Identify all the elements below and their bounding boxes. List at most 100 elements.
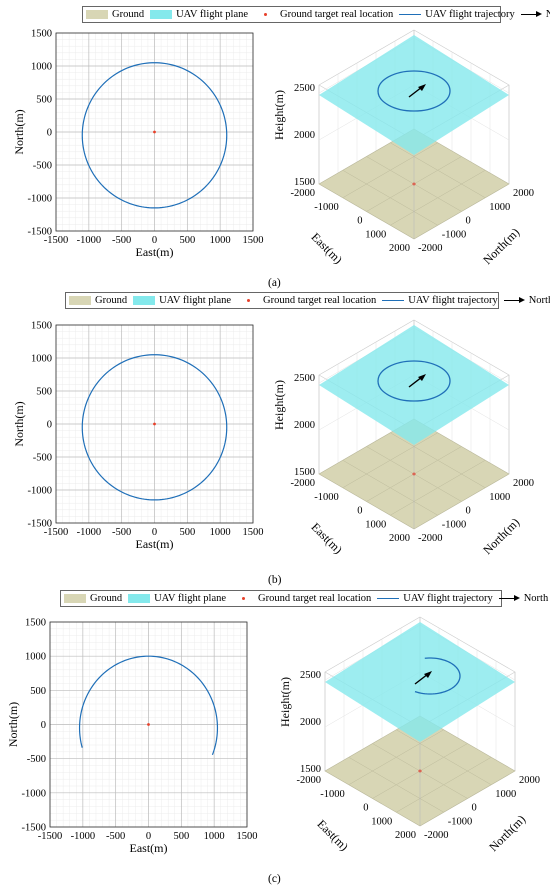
x-tick-label: -1000	[314, 492, 339, 503]
target-point	[147, 723, 150, 726]
legend-item-ground: Ground	[69, 295, 127, 306]
ground-gridline	[348, 729, 444, 785]
y-axis-label: North(m)	[480, 225, 522, 267]
z-tick-label: 1500	[294, 177, 315, 188]
legend-c: Ground UAV flight plane Ground target re…	[60, 590, 548, 607]
z-tick-label: 1500	[300, 764, 321, 775]
ground-swatch	[69, 296, 91, 305]
caption-a: (a)	[268, 277, 281, 289]
legend-label: UAV flight plane	[176, 9, 249, 20]
plot-3d: 250020001500Height(m)-2000-1000010002000…	[272, 319, 534, 557]
y-axis-label: North(m)	[12, 401, 26, 446]
z-axis-label: Height(m)	[272, 90, 286, 140]
x-tick-label: 1500	[243, 235, 264, 246]
trajectory-series	[81, 354, 228, 501]
y-tick-label: -500	[27, 754, 46, 765]
north-arrow-head	[418, 84, 426, 91]
trajectory-swatch	[377, 598, 400, 599]
trajectory-swatch	[382, 300, 405, 301]
y-axis-label: North(m)	[12, 109, 26, 154]
x-axis-label: East(m)	[308, 520, 345, 557]
y-tick-label: -2000	[424, 830, 449, 841]
y-tick-label: -1000	[442, 229, 467, 240]
ground-gridline	[342, 432, 438, 488]
x-tick-label: 0	[357, 506, 362, 517]
legend-label: UAV flight trajectory	[425, 9, 515, 20]
y-tick-label: 0	[466, 216, 471, 227]
legend-item-target: Ground target real location	[237, 295, 376, 306]
x-tick-label: 500	[179, 527, 195, 538]
legend-item-ground: Ground	[86, 9, 144, 20]
x-tick-label: 0	[357, 216, 362, 227]
y-axis-label: North(m)	[480, 515, 522, 557]
y-tick-label: 1500	[31, 321, 52, 332]
target-swatch	[254, 10, 276, 19]
y-tick-label: 500	[36, 95, 52, 106]
y-tick-label: -1000	[442, 519, 467, 530]
legend-item-plane: UAV flight plane	[133, 295, 231, 306]
x-axis-label: East(m)	[314, 817, 351, 854]
y-tick-label: -2000	[418, 533, 443, 544]
legend-item-target: Ground target real location	[254, 9, 393, 20]
y-tick-label: 2000	[519, 775, 540, 786]
legend-item-target: Ground target real location	[232, 593, 371, 604]
y-tick-label: -1500	[28, 227, 53, 238]
legend-item-trajectory: UAV flight trajectory	[399, 9, 515, 20]
y-tick-label: 1000	[25, 652, 46, 663]
y-tick-label: -1500	[28, 519, 53, 530]
y-tick-label: 1000	[489, 492, 510, 503]
x-tick-label: 1000	[365, 229, 386, 240]
x-tick-label: 2000	[389, 533, 410, 544]
legend-label: Ground target real location	[258, 593, 372, 604]
target-point	[153, 422, 156, 426]
y-tick-label: -500	[33, 453, 52, 464]
ground-swatch	[86, 10, 108, 19]
plot-2d: -1500 -1000 -500 0 500 1000 1500 1500 1000 500 0 -5…	[12, 29, 264, 260]
x-tick-label: -2000	[291, 188, 316, 199]
x-tick-label: -2000	[297, 775, 322, 786]
x-tick-label: -1000	[71, 831, 96, 842]
target-swatch	[237, 296, 259, 305]
legend-b: Ground UAV flight plane Ground target re…	[65, 292, 550, 309]
y-tick-label: -2000	[418, 243, 443, 254]
x-axis-label: East(m)	[136, 537, 174, 551]
legend-item-north: North	[498, 593, 549, 604]
flight-plane	[319, 325, 509, 445]
plot-frame	[55, 32, 254, 232]
legend-label: Ground target real location	[263, 295, 377, 306]
y-tick-label: 0	[47, 420, 52, 431]
x-tick-label: 0	[152, 527, 157, 538]
z-tick-label: 2500	[300, 670, 321, 681]
y-tick-label: 1500	[31, 29, 52, 40]
y-tick-label: 1500	[25, 618, 46, 629]
x-tick-label: -1500	[44, 235, 69, 246]
z-tick-label: 2000	[294, 130, 315, 141]
trajectory-series	[78, 655, 219, 755]
y-tick-label: 500	[36, 387, 52, 398]
x-tick-label: -1500	[44, 527, 69, 538]
z-tick-label: 2000	[294, 420, 315, 431]
legend-a: Ground UAV flight plane Ground target re…	[82, 6, 550, 23]
x-tick-label: -500	[106, 831, 125, 842]
y-tick-label: 1000	[31, 354, 52, 365]
x-tick-label: -1000	[77, 235, 102, 246]
y-tick-label: -1000	[448, 816, 473, 827]
legend-label: North	[523, 593, 549, 604]
plane-swatch	[128, 594, 151, 603]
trajectory-series	[81, 62, 228, 209]
y-tick-label: 1000	[495, 789, 516, 800]
north-arrow-icon	[498, 594, 521, 603]
y-tick-label: -1000	[28, 486, 53, 497]
target-point	[153, 130, 156, 134]
x-tick-label: 1500	[237, 831, 258, 842]
trajectory-series	[377, 70, 451, 112]
y-tick-label: -500	[33, 161, 52, 172]
y-tick-label: 0	[41, 720, 46, 731]
ground-gridline	[342, 142, 438, 198]
trajectory-series	[414, 657, 461, 695]
plot-2d: -1500 -1000 -500 0 500 1000 1500 1500 1000 500 0 -5…	[12, 321, 264, 552]
x-tick-label: -1000	[320, 789, 345, 800]
plane-swatch	[150, 10, 173, 19]
x-axis-label: East(m)	[136, 245, 174, 259]
x-tick-label: -1000	[314, 202, 339, 213]
